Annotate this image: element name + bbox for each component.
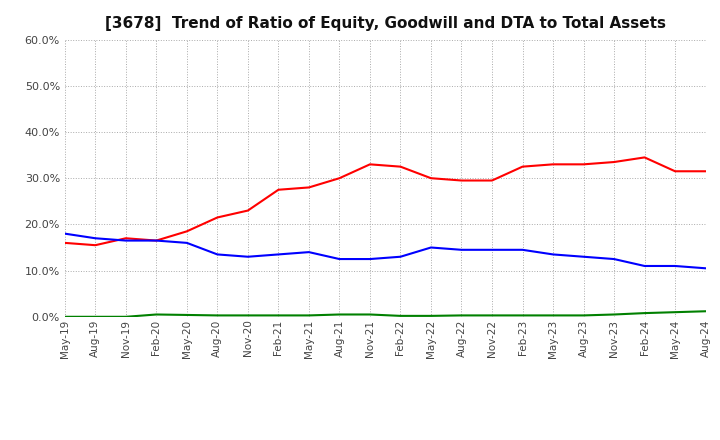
Equity	[427, 176, 436, 181]
Goodwill	[335, 257, 343, 262]
Deferred Tax Assets	[91, 314, 99, 319]
Line: Equity: Equity	[65, 158, 706, 245]
Equity	[579, 161, 588, 167]
Equity	[396, 164, 405, 169]
Equity	[213, 215, 222, 220]
Equity	[487, 178, 496, 183]
Goodwill	[549, 252, 557, 257]
Deferred Tax Assets	[213, 313, 222, 318]
Deferred Tax Assets	[518, 313, 527, 318]
Deferred Tax Assets	[122, 314, 130, 319]
Goodwill	[396, 254, 405, 259]
Goodwill	[610, 257, 618, 262]
Deferred Tax Assets	[549, 313, 557, 318]
Deferred Tax Assets	[396, 313, 405, 319]
Deferred Tax Assets	[640, 311, 649, 316]
Goodwill	[366, 257, 374, 262]
Goodwill	[91, 235, 99, 241]
Deferred Tax Assets	[183, 312, 192, 318]
Deferred Tax Assets	[366, 312, 374, 317]
Equity	[335, 176, 343, 181]
Deferred Tax Assets	[610, 312, 618, 317]
Equity	[518, 164, 527, 169]
Equity	[366, 161, 374, 167]
Deferred Tax Assets	[701, 308, 710, 314]
Equity	[122, 235, 130, 241]
Goodwill	[183, 240, 192, 246]
Deferred Tax Assets	[152, 312, 161, 317]
Deferred Tax Assets	[427, 313, 436, 319]
Equity	[60, 240, 69, 246]
Deferred Tax Assets	[243, 313, 252, 318]
Goodwill	[243, 254, 252, 259]
Goodwill	[457, 247, 466, 253]
Goodwill	[640, 263, 649, 268]
Goodwill	[122, 238, 130, 243]
Goodwill	[487, 247, 496, 253]
Goodwill	[518, 247, 527, 253]
Equity	[152, 238, 161, 243]
Deferred Tax Assets	[305, 313, 313, 318]
Goodwill	[60, 231, 69, 236]
Deferred Tax Assets	[579, 313, 588, 318]
Goodwill	[701, 266, 710, 271]
Deferred Tax Assets	[487, 313, 496, 318]
Goodwill	[274, 252, 283, 257]
Equity	[91, 242, 99, 248]
Deferred Tax Assets	[274, 313, 283, 318]
Equity	[305, 185, 313, 190]
Deferred Tax Assets	[457, 313, 466, 318]
Equity	[610, 159, 618, 165]
Equity	[457, 178, 466, 183]
Title: [3678]  Trend of Ratio of Equity, Goodwill and DTA to Total Assets: [3678] Trend of Ratio of Equity, Goodwil…	[104, 16, 666, 32]
Goodwill	[671, 263, 680, 268]
Equity	[701, 169, 710, 174]
Equity	[549, 161, 557, 167]
Deferred Tax Assets	[60, 314, 69, 319]
Deferred Tax Assets	[671, 309, 680, 315]
Line: Goodwill: Goodwill	[65, 234, 706, 268]
Goodwill	[305, 249, 313, 255]
Equity	[274, 187, 283, 192]
Goodwill	[427, 245, 436, 250]
Goodwill	[152, 238, 161, 243]
Goodwill	[213, 252, 222, 257]
Equity	[183, 229, 192, 234]
Equity	[640, 155, 649, 160]
Goodwill	[579, 254, 588, 259]
Deferred Tax Assets	[335, 312, 343, 317]
Equity	[671, 169, 680, 174]
Equity	[243, 208, 252, 213]
Line: Deferred Tax Assets: Deferred Tax Assets	[65, 311, 706, 317]
